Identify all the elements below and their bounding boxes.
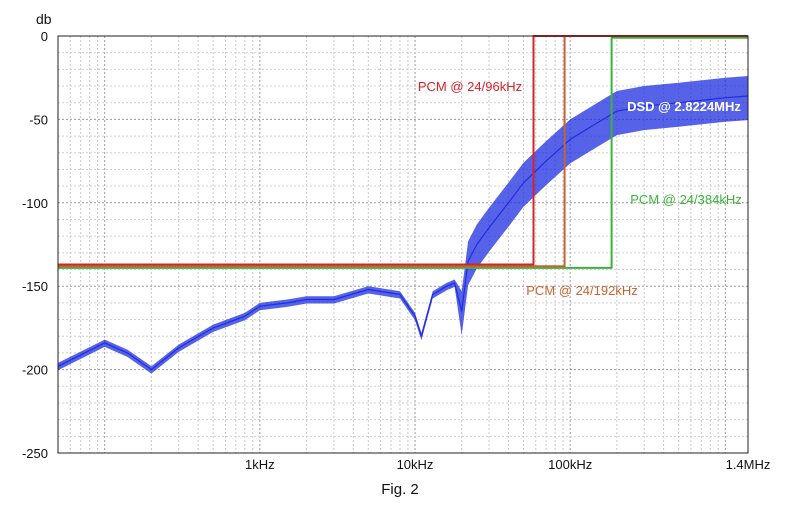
x-tick-label: 1kHz [245, 457, 275, 472]
y-tick-label: -50 [29, 112, 48, 127]
x-tick-label: 1.4MHz [726, 457, 771, 472]
dsd-series-line [57, 95, 749, 371]
spectrum-chart: 0 -50 -100 -150 -200 -250 1kHz 10kHz 100kHz 1.4M… [22, 11, 770, 472]
y-tick-label: -200 [22, 363, 48, 378]
x-axis-ticks: 1kHz 10kHz 100kHz 1.4MHz [245, 457, 770, 472]
label-pcm-96: PCM @ 24/96kHz [418, 79, 522, 94]
y-tick-label: 0 [41, 29, 48, 44]
label-pcm-384: PCM @ 24/384kHz [630, 192, 741, 207]
y-tick-label: -150 [22, 279, 48, 294]
y-axis-ticks: 0 -50 -100 -150 -200 -250 [22, 29, 48, 461]
plot-border [57, 35, 749, 454]
pcm-384-series-line [58, 36, 748, 269]
label-pcm-192: PCM @ 24/192kHz [526, 283, 637, 298]
y-tick-label: -250 [22, 446, 48, 461]
x-tick-label: 10kHz [397, 457, 434, 472]
figure-caption: Fig. 2 [381, 481, 419, 498]
x-tick-label: 100kHz [548, 457, 592, 472]
y-tick-label: -100 [22, 196, 48, 211]
series-labels: PCM @ 24/96kHz DSD @ 2.8224MHz PCM @ 24/38… [418, 79, 742, 298]
y-axis-label: db [36, 11, 52, 27]
dsd-noise-band [58, 76, 748, 374]
label-dsd: DSD @ 2.8224MHz [627, 99, 741, 114]
series-group [57, 35, 749, 374]
